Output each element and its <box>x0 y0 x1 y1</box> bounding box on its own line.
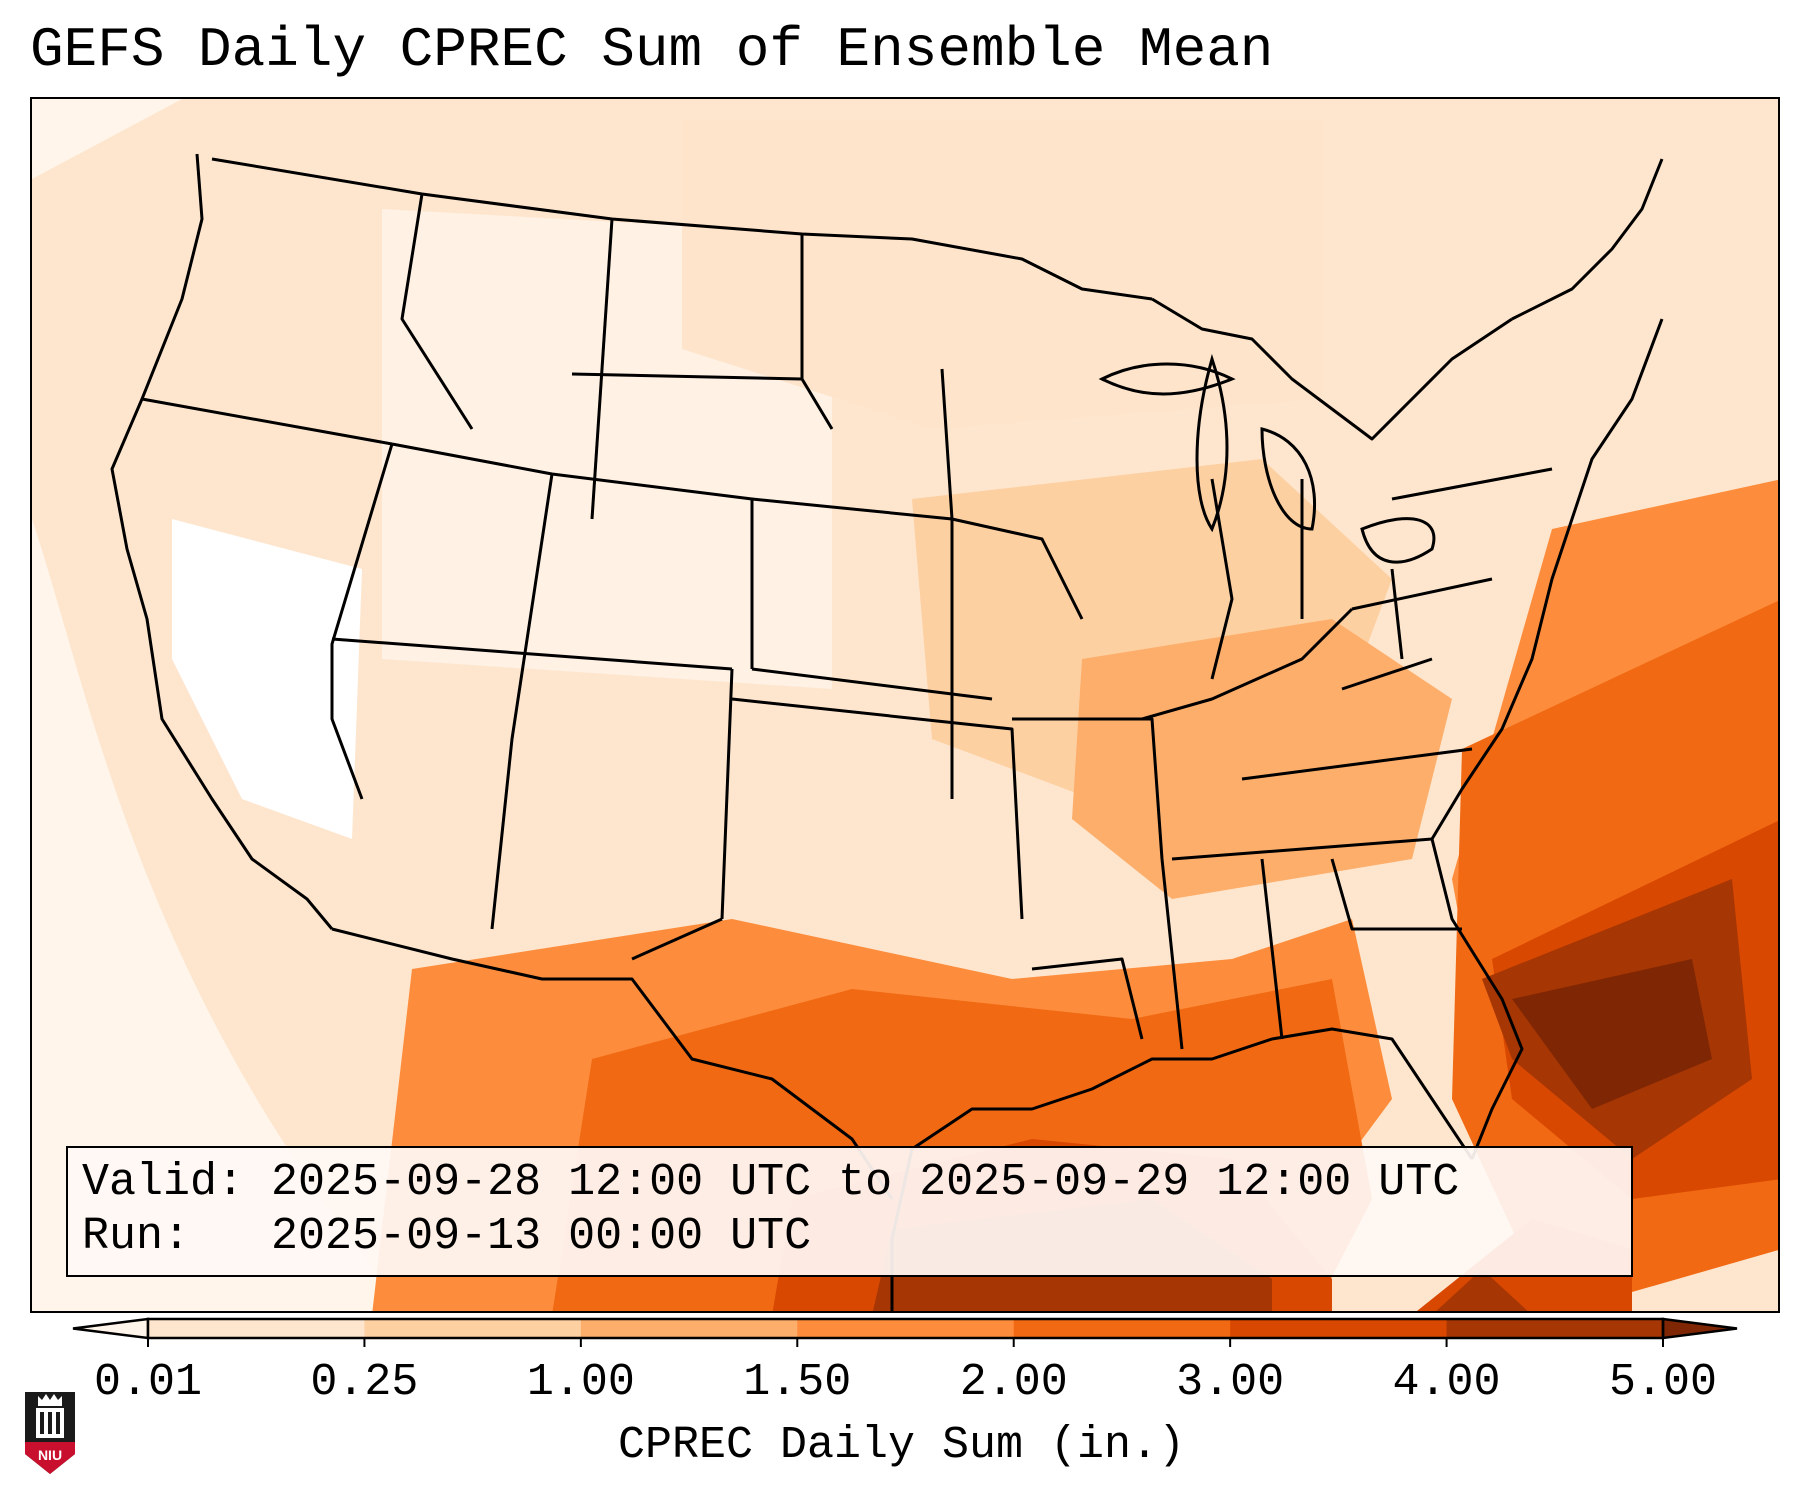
colorbar-segment <box>364 1319 582 1338</box>
colorbar-segment <box>1446 1319 1664 1338</box>
colorbar-segment <box>1013 1319 1231 1338</box>
colorbar-tick-label: 3.00 <box>1176 1357 1285 1408</box>
colorbar-segment <box>797 1319 1015 1338</box>
colorbar-tick-label: 1.50 <box>743 1357 852 1408</box>
colorbar-ticks <box>147 1338 1664 1347</box>
colorbar-segment <box>580 1319 798 1338</box>
colorbar-outline <box>146 1317 1665 1340</box>
run-label: Run: <box>82 1211 191 1262</box>
colorbar-tick-label: 4.00 <box>1392 1357 1501 1408</box>
map-title: GEFS Daily CPREC Sum of Ensemble Mean <box>30 18 1274 82</box>
colorbar-tick-label: 1.00 <box>526 1357 635 1408</box>
run-value: 2025-09-13 00:00 UTC <box>271 1211 812 1262</box>
colorbar-tick-label: 2.00 <box>959 1357 1068 1408</box>
colorbar-extend-max <box>1661 1317 1738 1340</box>
map-canvas <box>32 99 1778 1311</box>
colorbar-label: CPREC Daily Sum (in.) <box>617 1420 1186 1471</box>
valid-label: Valid: <box>82 1157 245 1208</box>
colorbar-segment <box>148 1319 365 1338</box>
lakes <box>1098 353 1436 564</box>
niu-logo: NIU <box>25 1392 75 1474</box>
colorbar-tick-label: 0.25 <box>310 1357 419 1408</box>
valid-value: 2025-09-28 12:00 UTC to 2025-09-29 12:00… <box>271 1157 1460 1208</box>
colorbar-tick-label: 5.00 <box>1608 1357 1718 1408</box>
precip-shading <box>32 99 1778 1311</box>
precipitation-map <box>30 97 1780 1313</box>
colorbar-segment <box>1230 1319 1448 1338</box>
colorbar-tick-label: 0.01 <box>93 1357 203 1408</box>
colorbar-extend-min <box>72 1317 150 1340</box>
logo-text: NIU <box>38 1447 62 1463</box>
boundaries <box>110 153 1664 1311</box>
valid-run-infobox: Valid: 2025-09-28 12:00 UTC to 2025-09-2… <box>66 1146 1633 1277</box>
colorbar-segments <box>72 1317 1738 1340</box>
